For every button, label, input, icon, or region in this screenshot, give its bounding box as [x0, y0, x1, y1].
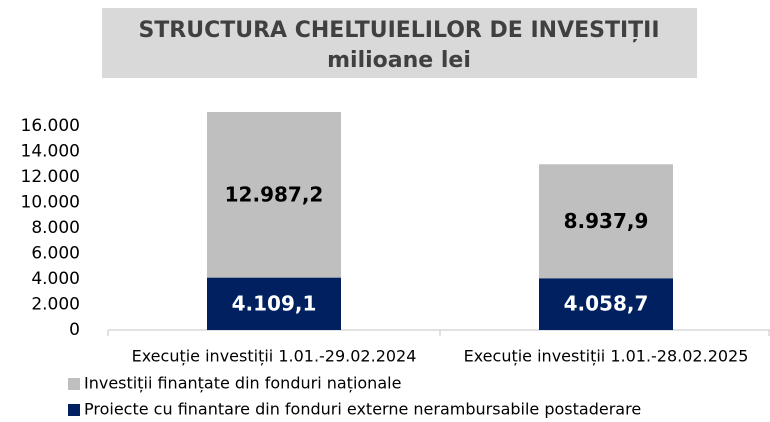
value-label: 12.987,2: [225, 182, 324, 206]
y-tick-label: 16.000: [21, 116, 80, 136]
bar-segment: [539, 278, 673, 330]
chart-subtitle: milioane lei: [327, 48, 471, 73]
y-tick-label: 10.000: [21, 193, 80, 213]
legend-swatch: [68, 378, 80, 390]
x-tick-label: Execuție investiții 1.01.-28.02.2025: [464, 347, 749, 366]
y-tick-label: 4.000: [31, 269, 80, 289]
value-label: 4.058,7: [564, 292, 649, 316]
value-label: 4.109,1: [232, 291, 317, 315]
bar-segment: [207, 112, 341, 278]
legend-swatch: [68, 404, 80, 416]
legend-label: Investiții finanțate din fonduri naționa…: [84, 374, 401, 393]
bar-segment: [207, 277, 341, 330]
y-tick-label: 2.000: [31, 295, 80, 315]
x-tick-label: Execuție investiții 1.01.-29.02.2024: [132, 347, 417, 366]
y-tick-label: 6.000: [31, 244, 80, 264]
legend-label: Proiecte cu finantare din fonduri extern…: [84, 400, 641, 419]
value-label: 8.937,9: [564, 209, 649, 233]
y-tick-label: 0: [69, 320, 80, 340]
chart-title: STRUCTURA CHELTUIELILOR DE INVESTIȚII: [138, 18, 659, 43]
title-box: [102, 8, 697, 78]
bar-segment: [539, 164, 673, 279]
y-tick-label: 14.000: [21, 142, 80, 162]
y-tick-label: 8.000: [31, 218, 80, 238]
y-tick-label: 12.000: [21, 167, 80, 187]
